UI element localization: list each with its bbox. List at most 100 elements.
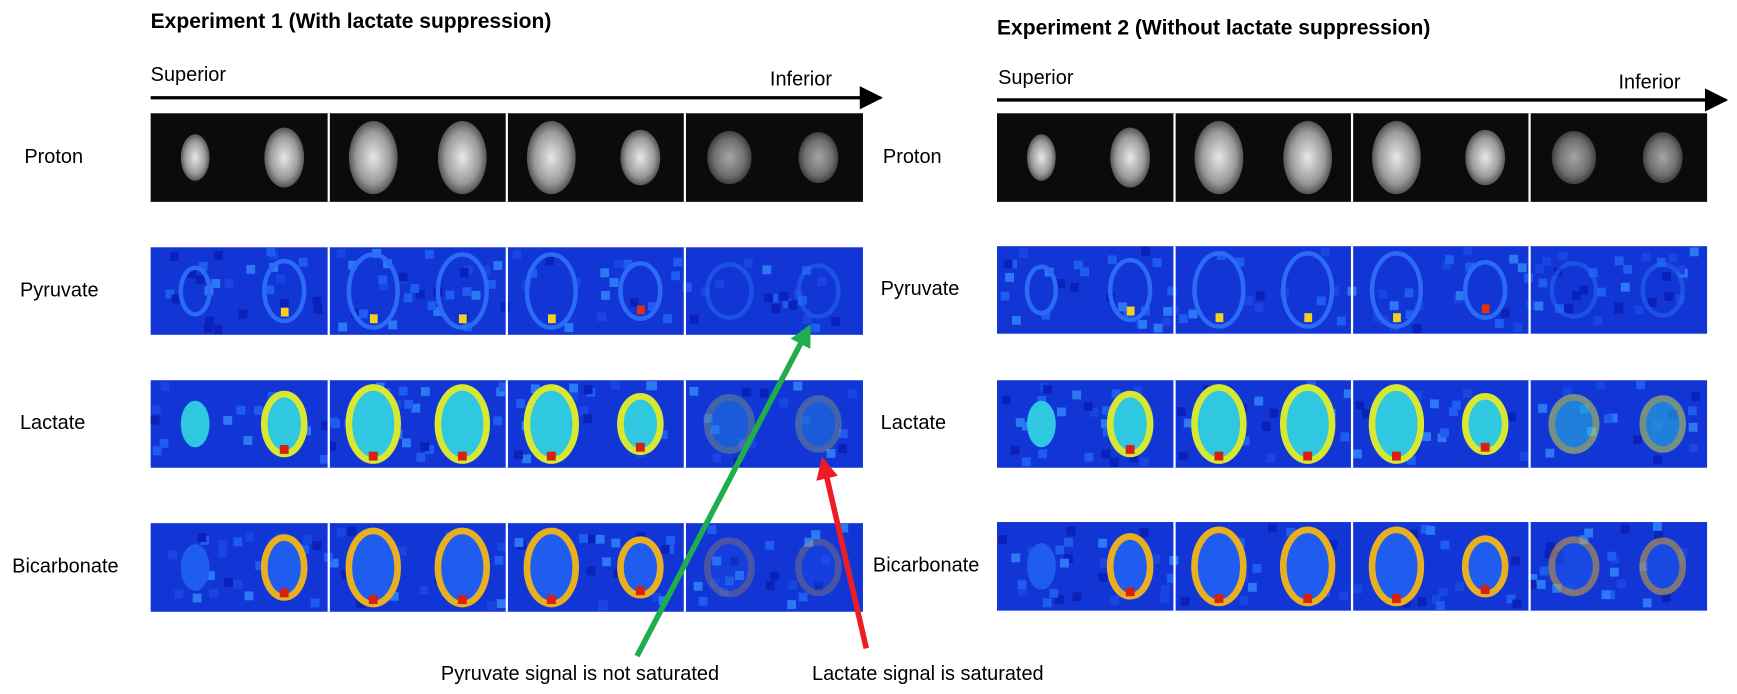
noise-pixel <box>689 314 699 324</box>
brain-slice <box>523 527 580 608</box>
noise-pixel <box>579 534 588 543</box>
noise-pixel <box>1520 452 1530 462</box>
noise-pixel <box>415 289 425 299</box>
noise-pixel <box>1041 310 1051 320</box>
noise-pixel <box>298 257 308 267</box>
noise-pixel <box>1000 291 1010 301</box>
noise-pixel <box>243 435 253 445</box>
noise-pixel <box>1429 399 1439 409</box>
brain-slice <box>1281 251 1335 329</box>
hot-spot <box>635 586 645 596</box>
noise-pixel <box>1440 540 1450 550</box>
brain-slice <box>348 121 398 195</box>
noise-pixel <box>213 325 223 335</box>
noise-pixel <box>245 532 254 542</box>
noise-pixel <box>246 264 256 274</box>
noise-pixel <box>1544 549 1554 559</box>
noise-pixel <box>698 596 708 606</box>
noise-pixel <box>1431 595 1441 605</box>
hot-spot <box>637 305 645 315</box>
noise-pixel <box>218 548 227 558</box>
noise-pixel <box>1152 258 1162 268</box>
hot-spot <box>1304 313 1313 323</box>
noise-pixel <box>530 384 540 394</box>
noise-pixel <box>514 538 524 547</box>
noise-pixel <box>1235 257 1245 267</box>
brain-slice <box>346 252 400 330</box>
noise-pixel <box>710 578 720 588</box>
row-label: Bicarbonate <box>12 556 118 578</box>
brain-slice <box>703 537 755 598</box>
noise-pixel <box>1538 403 1548 413</box>
noise-pixel <box>798 296 807 305</box>
hot-spot <box>1303 451 1313 461</box>
noise-pixel <box>321 421 331 431</box>
noise-pixel <box>265 285 275 295</box>
noise-pixel <box>802 314 812 324</box>
hot-spot <box>1391 594 1401 603</box>
noise-pixel <box>629 298 639 308</box>
noise-pixel <box>1662 272 1671 281</box>
noise-pixel <box>459 268 469 277</box>
hot-spot <box>1480 585 1490 595</box>
noise-pixel <box>1343 389 1353 399</box>
brain-slice <box>703 394 755 454</box>
brain-slice <box>1640 262 1685 318</box>
noise-pixel <box>445 290 455 300</box>
noise-pixel <box>1261 421 1271 431</box>
noise-pixel <box>1037 396 1047 405</box>
noise-pixel <box>1352 449 1362 459</box>
noise-pixel <box>329 558 339 568</box>
noise-pixel <box>1355 400 1365 410</box>
brain-slice <box>1026 543 1056 590</box>
hot-spot <box>1481 304 1490 314</box>
hot-spot <box>1215 313 1224 323</box>
brain-slice <box>1548 394 1600 454</box>
noise-pixel <box>168 550 177 560</box>
noise-pixel <box>1098 572 1108 582</box>
noise-pixel <box>765 540 775 550</box>
noise-pixel <box>838 429 848 439</box>
noise-pixel <box>783 299 792 309</box>
noise-pixel <box>1620 524 1630 534</box>
noise-pixel <box>1616 579 1626 589</box>
brain-slice <box>1279 526 1336 607</box>
noise-pixel <box>378 275 388 285</box>
row-label: Pyruvate <box>20 279 99 301</box>
noise-pixel <box>1102 406 1111 415</box>
noise-pixel <box>1339 591 1349 601</box>
brain-slice <box>434 527 490 608</box>
noise-pixel <box>1378 289 1388 299</box>
noise-pixel <box>770 571 780 581</box>
noise-pixel <box>1542 256 1551 266</box>
noise-pixel <box>1316 296 1326 306</box>
brain-slice <box>1107 257 1153 323</box>
panel-title: Experiment 1 (With lactate suppression) <box>151 10 552 33</box>
noise-pixel <box>336 527 346 537</box>
brain-slice <box>1106 390 1154 458</box>
noise-pixel <box>1420 524 1430 534</box>
hot-spot <box>369 314 378 324</box>
noise-pixel <box>1178 451 1188 461</box>
noise-pixel <box>392 399 402 409</box>
axis-end: Inferior <box>770 68 832 90</box>
noise-pixel <box>715 279 725 289</box>
noise-pixel <box>1597 287 1606 297</box>
noise-pixel <box>160 382 170 391</box>
row-label: Bicarbonate <box>873 555 979 577</box>
noise-pixel <box>998 535 1007 544</box>
noise-pixel <box>211 279 221 288</box>
noise-pixel <box>512 250 522 259</box>
noise-pixel <box>1056 279 1066 288</box>
noise-pixel <box>1608 413 1618 423</box>
noise-pixel <box>1266 453 1276 463</box>
noise-pixel <box>236 405 246 415</box>
noise-pixel <box>1043 384 1053 394</box>
noise-pixel <box>1614 256 1624 266</box>
noise-pixel <box>280 299 289 308</box>
noise-pixel <box>1440 428 1449 438</box>
noise-pixel <box>1545 448 1555 458</box>
noise-pixel <box>1607 551 1617 561</box>
noise-pixel <box>1534 301 1544 311</box>
noise-pixel <box>1336 316 1346 326</box>
